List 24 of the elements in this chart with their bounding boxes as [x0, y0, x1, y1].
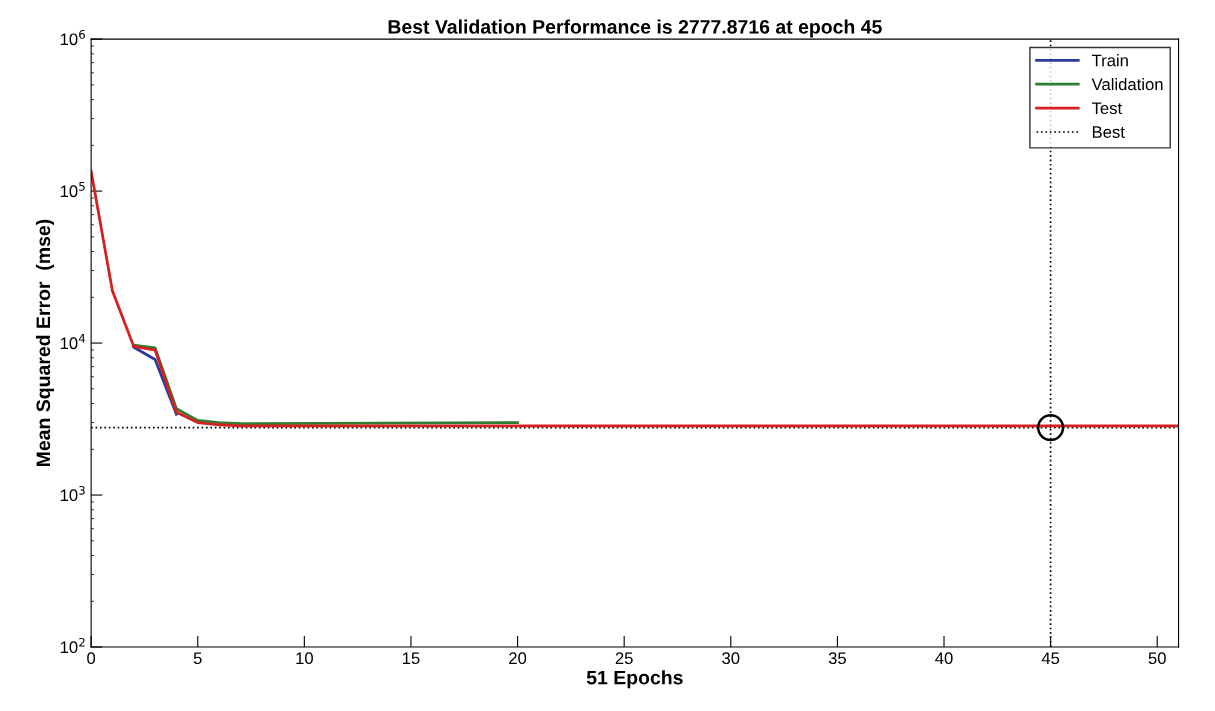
line-series — [91, 169, 1179, 428]
y-axis-title: Mean Squared Error (mse) — [35, 219, 55, 467]
legend-label: Test — [1091, 102, 1123, 115]
x-tick-label: 15 — [402, 652, 420, 665]
chart-title: Best Validation Performance is 2777.8716 at epoch 45 — [388, 19, 882, 38]
x-tick-label: 25 — [615, 652, 633, 665]
y-tick-label: 10$^{6}$ — [60, 29, 85, 46]
x-tick-label: 10 — [296, 652, 313, 665]
y-tick-label: 10$^{5}$ — [60, 182, 85, 198]
x-tick-label: 20 — [509, 652, 527, 665]
x-tick-label: 0 — [87, 652, 96, 665]
x-tick-label: 30 — [722, 652, 740, 665]
legend-label: Validation — [1091, 77, 1163, 91]
legend-label: Train — [1091, 54, 1128, 67]
x-tick-label: 35 — [828, 652, 846, 665]
x-axis-title: 51 Epochs — [586, 670, 683, 689]
x-tick-label: 50 — [1148, 652, 1166, 665]
x-tick-label: 5 — [193, 652, 202, 665]
legend-label: Best — [1092, 126, 1125, 138]
x-tick-label: 45 — [1041, 652, 1060, 665]
y-tick-label: 10$^{2}$ — [60, 637, 85, 654]
y-tick-label: 10$^{3}$ — [60, 485, 85, 502]
x-tick-label: 40 — [935, 652, 953, 665]
y-tick-label: 10$^{4}$ — [60, 334, 86, 350]
